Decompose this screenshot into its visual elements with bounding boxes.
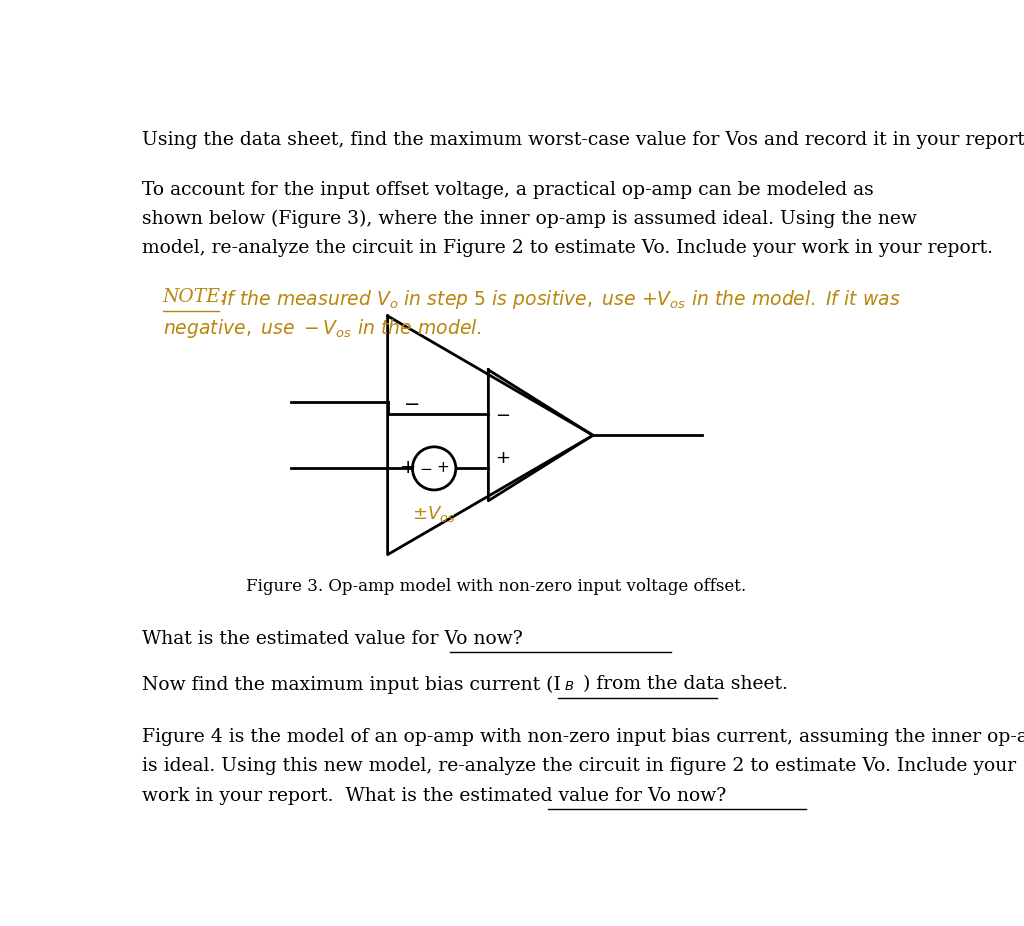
Text: To account for the input offset voltage, a practical op-amp can be modeled as: To account for the input offset voltage,… bbox=[142, 181, 873, 199]
Text: $\it{negative,\ use\ }-V_{\it{os}}$$\it{\ in\ the\ model.}$: $\it{negative,\ use\ }-V_{\it{os}}$$\it{… bbox=[163, 317, 481, 340]
Text: $-$: $-$ bbox=[403, 394, 420, 412]
Text: Now find the maximum input bias current (I: Now find the maximum input bias current … bbox=[142, 675, 561, 694]
Text: Figure 3. Op-amp model with non-zero input voltage offset.: Figure 3. Op-amp model with non-zero inp… bbox=[246, 578, 746, 594]
Text: NOTE:: NOTE: bbox=[163, 288, 227, 306]
Text: $+$: $+$ bbox=[496, 449, 511, 468]
Text: work in your report.  What is the estimated value for Vo now?: work in your report. What is the estimat… bbox=[142, 787, 726, 805]
Text: $\it{If\ the\ measured\ }$$V_{\it{o}}$$\it{\ in\ step\ 5\ is\ positive,\ use\ }$: $\it{If\ the\ measured\ }$$V_{\it{o}}$$\… bbox=[221, 288, 900, 311]
Text: shown below (Figure 3), where the inner op-amp is assumed ideal. Using the new: shown below (Figure 3), where the inner … bbox=[142, 210, 916, 229]
Text: $_B$: $_B$ bbox=[564, 675, 574, 694]
Text: What is the estimated value for Vo now?: What is the estimated value for Vo now? bbox=[142, 630, 522, 648]
Text: is ideal. Using this new model, re-analyze the circuit in figure 2 to estimate V: is ideal. Using this new model, re-analy… bbox=[142, 757, 1016, 775]
Text: $-$: $-$ bbox=[419, 461, 432, 475]
Text: $-$: $-$ bbox=[496, 405, 511, 423]
Text: Using the data sheet, find the maximum worst-case value for Vos and record it in: Using the data sheet, find the maximum w… bbox=[142, 131, 1024, 149]
Text: $+$: $+$ bbox=[399, 459, 416, 478]
Text: model, re-analyze the circuit in Figure 2 to estimate Vo. Include your work in y: model, re-analyze the circuit in Figure … bbox=[142, 240, 993, 257]
Text: $\pm V_{os}$: $\pm V_{os}$ bbox=[413, 504, 456, 524]
Text: $+$: $+$ bbox=[436, 461, 450, 475]
Text: ) from the data sheet.: ) from the data sheet. bbox=[583, 675, 787, 694]
Text: Figure 4 is the model of an op-amp with non-zero input bias current, assuming th: Figure 4 is the model of an op-amp with … bbox=[142, 728, 1024, 746]
